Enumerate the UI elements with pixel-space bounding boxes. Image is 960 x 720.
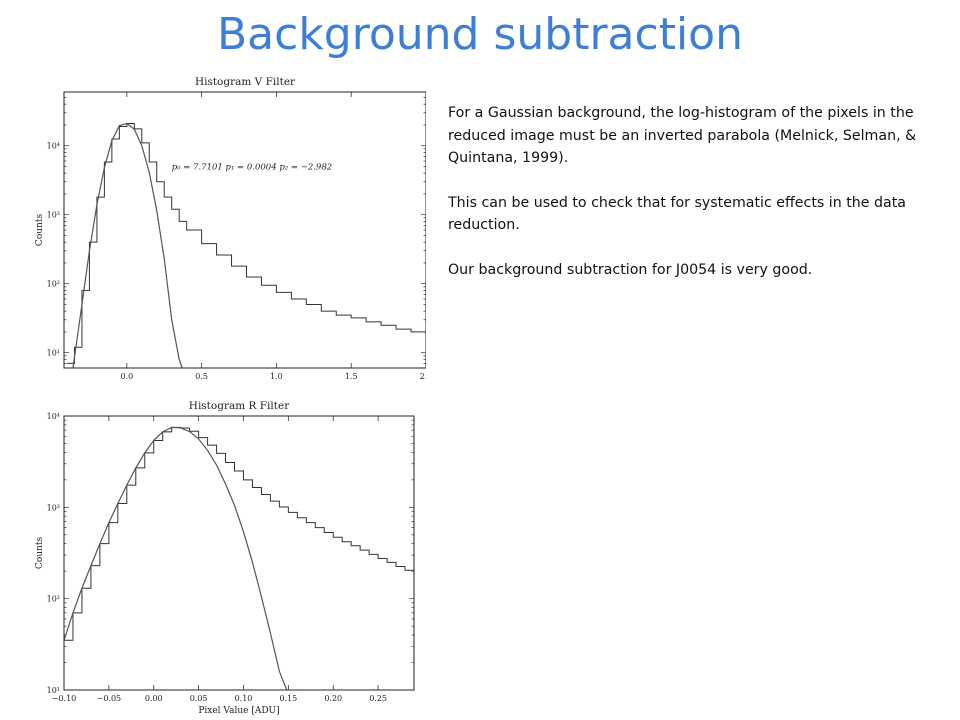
v-histogram-series — [66, 122, 426, 364]
r-xtick-label: 0.10 — [235, 694, 253, 703]
r-gaussian-fit-series — [64, 426, 288, 690]
paragraph-conclusion: Our background subtraction for J0054 is … — [448, 261, 813, 278]
v-xtick-label: 1.0 — [270, 372, 283, 381]
slide-title: Background subtraction — [216, 9, 743, 60]
r-histogram-series — [64, 426, 414, 641]
v-xtick-label: 0.5 — [195, 372, 208, 381]
v-plot-frame — [63, 91, 426, 369]
paragraph-gaussian: For a Gaussian background, the log-histo… — [448, 105, 917, 166]
v-gaussian-fit-series — [72, 122, 183, 368]
v-xtick-label: 1.5 — [345, 372, 358, 381]
r-xtick-label: −0.10 — [52, 694, 77, 703]
r-ytick-label: 10¹ — [47, 686, 60, 695]
histogram-v-svg: Histogram V Filter 0.0 0.5 1.0 1.5 2.0 10¹ 10² 1… — [35, 76, 426, 381]
r-xlabel: Pixel Value [ADU] — [198, 706, 279, 716]
v-xtick-label: 2.0 — [420, 372, 426, 381]
r-plot-frame — [63, 415, 415, 691]
v-ytick-label: 10⁴ — [47, 142, 60, 151]
r-ytick-label: 10² — [47, 595, 60, 604]
v-fit-annotation: p₀ = 7.7101 p₁ = 0.0004 p₂ = −2.982 — [172, 163, 332, 173]
v-ytick-label: 10² — [47, 280, 60, 289]
r-ytick-label: 10⁴ — [47, 412, 60, 421]
histogram-r-filter-chart: Histogram R Filter −0.10 −0.05 0.00 0.05 0.10… — [28, 398, 420, 718]
r-xtick-label: −0.05 — [97, 694, 122, 703]
r-xtick-label: 0.00 — [145, 694, 163, 703]
histogram-v-filter-chart: Histogram V Filter 0.0 0.5 1.0 1.5 2.0 10¹ 10² 1… — [28, 74, 426, 384]
r-title: Histogram R Filter — [189, 400, 290, 412]
r-xtick-label: 0.20 — [324, 694, 342, 703]
r-ylabel: Counts — [35, 537, 45, 570]
v-title: Histogram V Filter — [195, 76, 296, 88]
r-xtick-label: 0.05 — [190, 694, 208, 703]
v-ylabel: Counts — [35, 214, 45, 247]
histogram-r-svg: Histogram R Filter −0.10 −0.05 0.00 0.05 0.10… — [35, 400, 415, 716]
v-ytick-label: 10¹ — [47, 349, 60, 358]
r-ytick-label: 10³ — [47, 503, 60, 512]
v-ytick-label: 10³ — [47, 211, 60, 220]
paragraph-systematics: This can be used to check that for syste… — [448, 194, 906, 234]
r-xtick-label: 0.25 — [369, 694, 387, 703]
r-xtick-label: 0.15 — [279, 694, 297, 703]
v-xtick-label: 0.0 — [120, 372, 133, 381]
text-block: For a Gaussian background, the log-histo… — [448, 102, 943, 303]
